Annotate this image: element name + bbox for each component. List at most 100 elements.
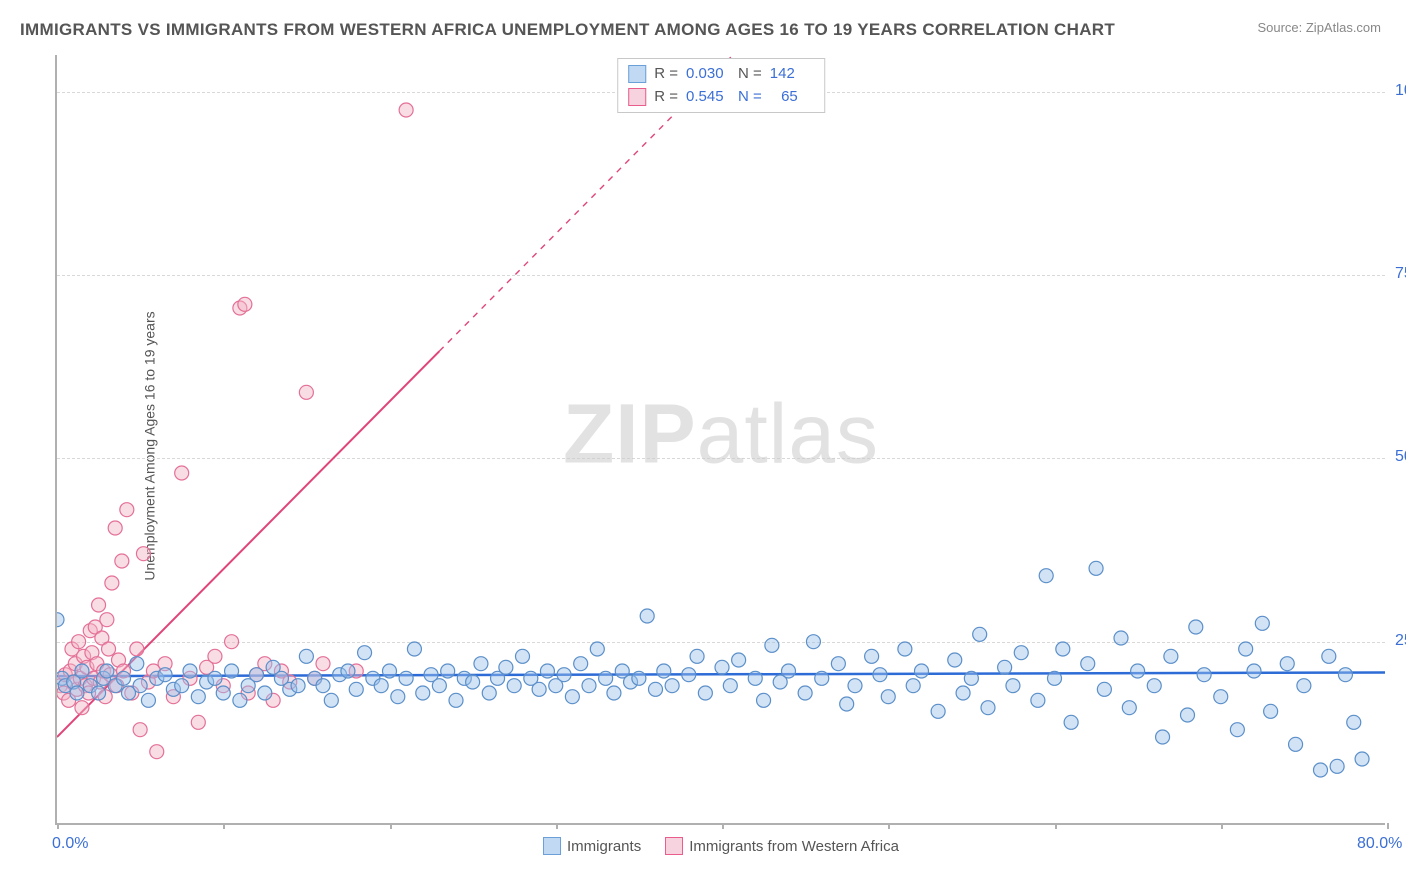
data-point <box>599 671 613 685</box>
data-point <box>1355 752 1369 766</box>
chart-svg <box>57 55 1385 823</box>
data-point <box>225 635 239 649</box>
data-point <box>906 679 920 693</box>
data-point <box>590 642 604 656</box>
data-point <box>1164 649 1178 663</box>
data-point <box>75 664 89 678</box>
data-point <box>1097 682 1111 696</box>
data-point <box>1006 679 1020 693</box>
data-point <box>1089 561 1103 575</box>
data-point <box>75 701 89 715</box>
data-point <box>574 657 588 671</box>
data-point <box>964 671 978 685</box>
data-point <box>466 675 480 689</box>
data-point <box>715 660 729 674</box>
data-point <box>100 613 114 627</box>
data-point <box>657 664 671 678</box>
data-point <box>92 686 106 700</box>
data-point <box>316 679 330 693</box>
y-tick-label: 75.0% <box>1395 265 1406 283</box>
data-point <box>349 682 363 696</box>
data-point <box>102 642 116 656</box>
data-point <box>1189 620 1203 634</box>
data-point <box>225 664 239 678</box>
data-point <box>1131 664 1145 678</box>
data-point <box>150 745 164 759</box>
legend-label-0: Immigrants <box>567 838 641 855</box>
data-point <box>399 671 413 685</box>
data-point <box>133 723 147 737</box>
r-value-pink: 0.545 <box>686 86 730 109</box>
data-point <box>732 653 746 667</box>
data-point <box>238 297 252 311</box>
data-point <box>1347 715 1361 729</box>
data-point <box>57 613 64 627</box>
data-point <box>191 715 205 729</box>
data-point <box>516 649 530 663</box>
data-point <box>441 664 455 678</box>
data-point <box>233 693 247 707</box>
data-point <box>1064 715 1078 729</box>
data-point <box>915 664 929 678</box>
source-prefix: Source: <box>1257 20 1305 35</box>
data-point <box>130 642 144 656</box>
data-point <box>881 690 895 704</box>
data-point <box>1031 693 1045 707</box>
data-point <box>1048 671 1062 685</box>
data-point <box>948 653 962 667</box>
x-tick-label: 0.0% <box>52 835 88 853</box>
data-point <box>682 668 696 682</box>
data-point <box>1114 631 1128 645</box>
data-point <box>250 668 264 682</box>
data-point <box>698 686 712 700</box>
data-point <box>1081 657 1095 671</box>
data-point <box>532 682 546 696</box>
data-point <box>1264 704 1278 718</box>
data-point <box>632 671 646 685</box>
correlation-legend: R = 0.030 N = 142 R = 0.545 N = 65 <box>617 58 825 113</box>
data-point <box>70 686 84 700</box>
legend-row-blue: R = 0.030 N = 142 <box>628 63 814 86</box>
data-point <box>1147 679 1161 693</box>
data-point <box>507 679 521 693</box>
data-point <box>748 671 762 685</box>
data-point <box>840 697 854 711</box>
x-tick <box>223 823 225 829</box>
data-point <box>374 679 388 693</box>
x-tick <box>57 823 59 829</box>
x-tick <box>1055 823 1057 829</box>
data-point <box>757 693 771 707</box>
series-legend: Immigrants Immigrants from Western Afric… <box>543 837 899 855</box>
data-point <box>1280 657 1294 671</box>
data-point <box>175 679 189 693</box>
swatch-pink <box>665 837 683 855</box>
source-attribution: Source: ZipAtlas.com <box>1257 20 1381 35</box>
x-tick <box>888 823 890 829</box>
x-tick <box>556 823 558 829</box>
data-point <box>565 690 579 704</box>
data-point <box>1297 679 1311 693</box>
x-tick-label: 80.0% <box>1357 835 1402 853</box>
source-link[interactable]: ZipAtlas.com <box>1306 20 1381 35</box>
r-label: R = <box>654 63 678 86</box>
data-point <box>358 646 372 660</box>
data-point <box>175 466 189 480</box>
r-label: R = <box>654 86 678 109</box>
y-tick-label: 100.0% <box>1395 82 1406 100</box>
data-point <box>141 693 155 707</box>
data-point <box>1255 616 1269 630</box>
data-point <box>665 679 679 693</box>
data-point <box>806 635 820 649</box>
swatch-pink <box>628 88 646 106</box>
data-point <box>133 679 147 693</box>
chart-plot-area: ZIPatlas R = 0.030 N = 142 R = 0.545 N =… <box>55 55 1385 825</box>
y-tick-label: 50.0% <box>1395 448 1406 466</box>
data-point <box>383 664 397 678</box>
data-point <box>183 664 197 678</box>
data-point <box>100 664 114 678</box>
chart-title: IMMIGRANTS VS IMMIGRANTS FROM WESTERN AF… <box>20 20 1115 40</box>
legend-label-1: Immigrants from Western Africa <box>689 838 899 855</box>
n-value-pink: 65 <box>770 86 798 109</box>
data-point <box>191 690 205 704</box>
data-point <box>416 686 430 700</box>
